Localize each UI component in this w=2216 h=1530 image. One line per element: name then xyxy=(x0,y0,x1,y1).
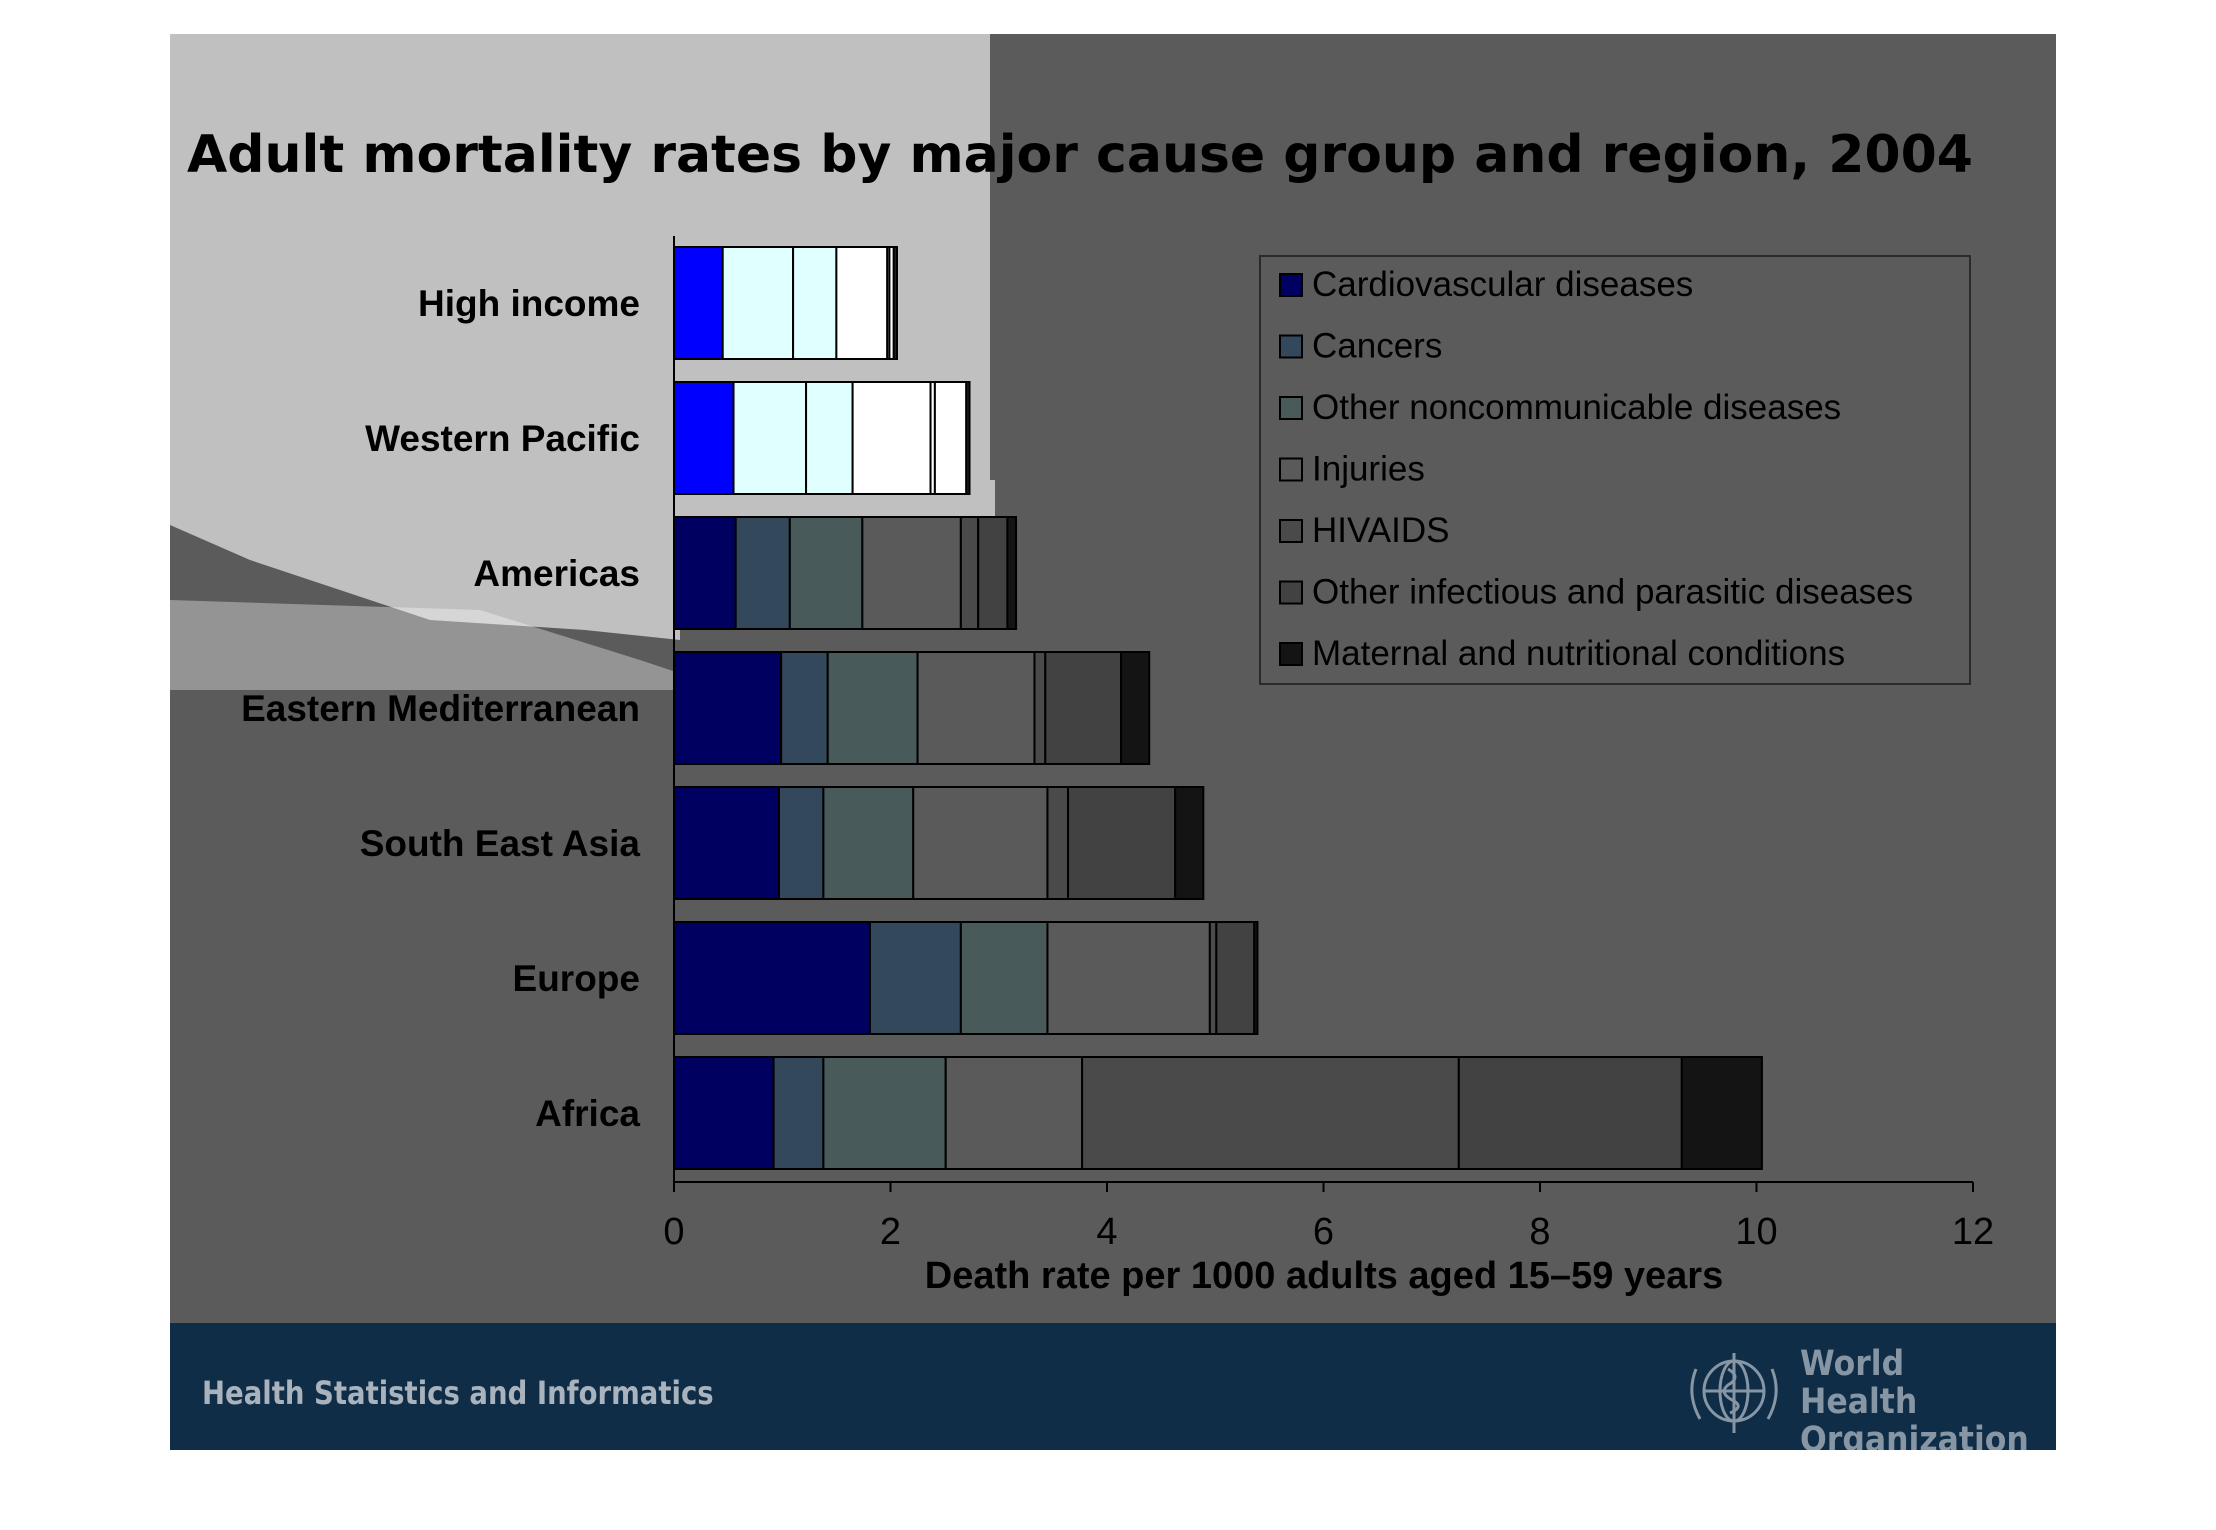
bar-segment-4-3 xyxy=(826,651,919,765)
legend-swatch xyxy=(1279,580,1303,605)
bar-segment-7-4 xyxy=(944,1056,1084,1170)
light-panel-band xyxy=(170,600,700,690)
category-labels: High income Western Pacific Americas Easter… xyxy=(241,283,640,1134)
bar-segment-1-4 xyxy=(835,246,889,360)
bar-segment-5-7 xyxy=(1174,786,1205,900)
bar-segment-4-6 xyxy=(1044,651,1123,765)
bar-segment-2-2 xyxy=(732,381,808,495)
legend: Cardiovascular diseases Cancers Other nonc… xyxy=(1259,255,1971,685)
legend-label: Maternal and nutritional conditions xyxy=(1312,634,1845,673)
x-tick-label: 6 xyxy=(1313,1211,1334,1253)
bar-segment-3-1 xyxy=(673,516,737,630)
chart-title: Adult mortality rates by major cause gro… xyxy=(187,125,1973,185)
bar-segment-7-6 xyxy=(1457,1056,1683,1170)
category-label: Africa xyxy=(535,1093,640,1134)
legend-label: Cardiovascular diseases xyxy=(1312,265,1693,304)
bar-segment-4-7 xyxy=(1120,651,1151,765)
bar-segment-2-4 xyxy=(851,381,932,495)
legend-label: Other noncommunicable diseases xyxy=(1312,388,1841,427)
bar-segment-6-2 xyxy=(868,921,962,1035)
x-tick-label: 10 xyxy=(1735,1211,1777,1253)
legend-swatch xyxy=(1279,457,1303,482)
x-tick-label: 2 xyxy=(880,1211,901,1253)
category-label: Eastern Mediterranean xyxy=(241,688,640,729)
bar-segment-1-2 xyxy=(721,246,795,360)
bar-segment-2-3 xyxy=(805,381,854,495)
x-tick-label: 8 xyxy=(1529,1211,1550,1253)
bar-segment-5-4 xyxy=(912,786,1049,900)
bar-segment-3-3 xyxy=(788,516,864,630)
x-axis-label: Death rate per 1000 adults aged 15–59 ye… xyxy=(925,1255,1723,1297)
bar-segment-2-1 xyxy=(673,381,735,495)
legend-swatch xyxy=(1279,334,1303,359)
bar-segment-4-1 xyxy=(673,651,783,765)
bar-segment-6-7 xyxy=(1253,921,1259,1035)
legend-swatch xyxy=(1279,273,1303,297)
bar-segment-5-6 xyxy=(1067,786,1177,900)
bar-segment-6-3 xyxy=(959,921,1049,1035)
bar-segment-1-3 xyxy=(792,246,838,360)
category-label: South East Asia xyxy=(360,823,641,864)
bar-segment-7-1 xyxy=(673,1056,775,1170)
bar-segment-2-7 xyxy=(965,381,971,495)
legend-items: Cardiovascular diseases Cancers Other nonc… xyxy=(1279,265,1913,673)
bar-segment-5-3 xyxy=(822,786,915,900)
organization-name: World Health Organization xyxy=(1800,1344,2029,1450)
bar-segment-1-7 xyxy=(892,246,898,360)
legend-label: Other infectious and parasitic diseases xyxy=(1312,573,1913,612)
legend-box xyxy=(1259,255,1971,685)
bars-group xyxy=(673,246,1763,1170)
bar-segment-6-6 xyxy=(1215,921,1256,1035)
legend-swatch xyxy=(1279,396,1303,420)
x-ticks-group: 0 2 4 6 8 10 12 xyxy=(663,1182,1994,1253)
bar-segment-4-5 xyxy=(1033,651,1047,765)
category-label: Western Pacific xyxy=(365,418,640,459)
who-emblem-icon xyxy=(1678,1339,2018,1439)
legend-swatch xyxy=(1279,519,1303,543)
bar-segment-2-6 xyxy=(933,381,968,495)
bar-segment-3-6 xyxy=(977,516,1009,630)
x-tick-label: 12 xyxy=(1952,1211,1994,1253)
x-tick-label: 0 xyxy=(663,1211,684,1253)
bar-segment-6-4 xyxy=(1046,921,1211,1035)
bar-segment-7-3 xyxy=(822,1056,947,1170)
who-emblem-graphic xyxy=(1690,1353,1778,1433)
category-label: Europe xyxy=(513,958,640,999)
bar-segment-3-4 xyxy=(861,516,962,630)
bar-segment-4-4 xyxy=(916,651,1036,765)
bar-segment-7-2 xyxy=(772,1056,825,1170)
legend-label: Injuries xyxy=(1312,450,1425,489)
bar-segment-5-5 xyxy=(1046,786,1070,900)
bar-segment-3-2 xyxy=(734,516,791,630)
bar-segment-4-2 xyxy=(780,651,829,765)
legend-label: Cancers xyxy=(1312,327,1442,366)
footer-department-label: Health Statistics and Informatics xyxy=(202,1374,714,1412)
category-label: Americas xyxy=(473,553,640,594)
bar-segment-6-1 xyxy=(673,921,871,1035)
bar-segment-7-5 xyxy=(1081,1056,1460,1170)
category-label: High income xyxy=(418,283,640,324)
bar-segment-5-2 xyxy=(778,786,825,900)
bar-segment-5-1 xyxy=(673,786,781,900)
x-tick-label: 4 xyxy=(1096,1211,1117,1253)
bar-segment-1-1 xyxy=(673,246,724,360)
bar-segment-3-5 xyxy=(959,516,980,630)
bar-segment-7-7 xyxy=(1680,1056,1763,1170)
legend-label: HIVAIDS xyxy=(1312,511,1449,550)
bar-segment-3-7 xyxy=(1006,516,1018,630)
legend-swatch xyxy=(1279,642,1303,666)
footer-band xyxy=(170,1323,2056,1450)
